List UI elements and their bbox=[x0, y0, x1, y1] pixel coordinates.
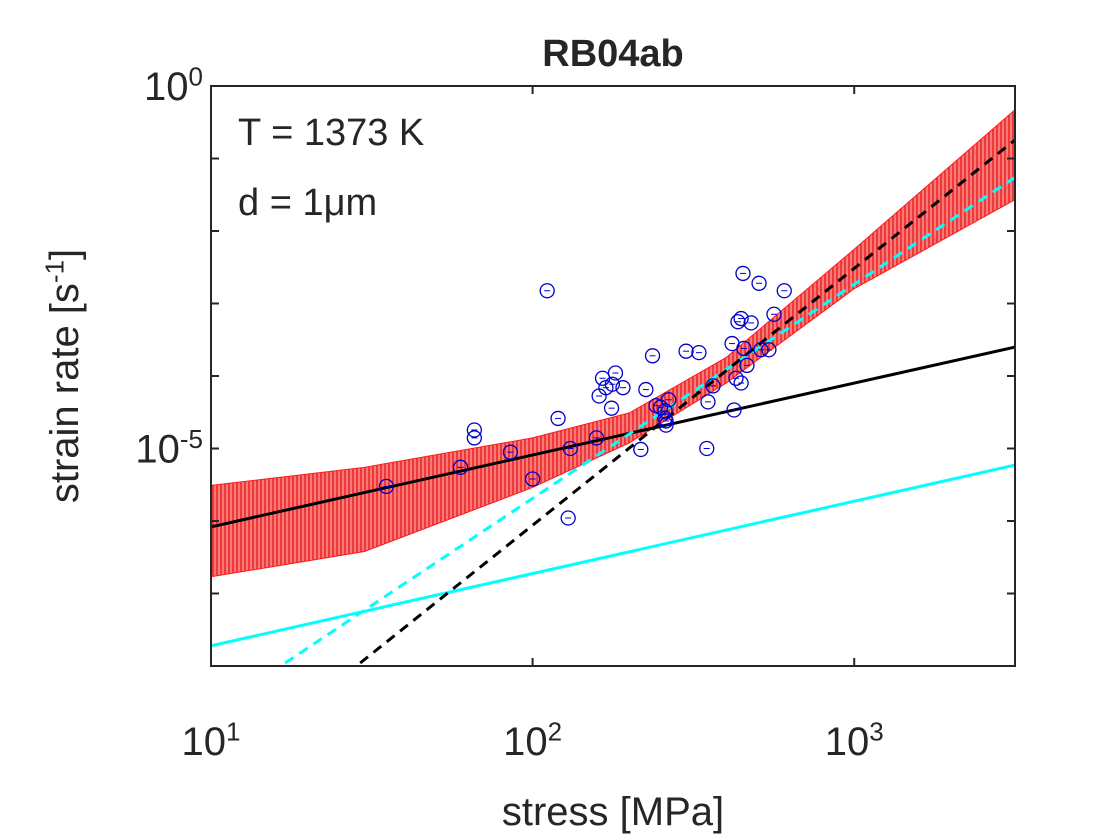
y-axis-label: strain rate [s-1] bbox=[40, 249, 87, 503]
data-point bbox=[700, 394, 716, 410]
data-point bbox=[539, 283, 555, 299]
data-point bbox=[588, 430, 605, 446]
data-point bbox=[733, 375, 749, 391]
model-band bbox=[211, 109, 1015, 578]
model-line bbox=[211, 345, 1015, 529]
data-point bbox=[691, 344, 707, 361]
data-point bbox=[657, 403, 673, 419]
data-point bbox=[378, 478, 395, 495]
data-point bbox=[733, 310, 749, 327]
x-tick-label: 102 bbox=[503, 717, 562, 764]
chart-title: RB04ab bbox=[542, 33, 684, 75]
data-point bbox=[728, 370, 744, 386]
data-point bbox=[452, 459, 469, 475]
model-line bbox=[211, 463, 1015, 648]
x-tick-label: 101 bbox=[182, 717, 241, 764]
data-point bbox=[562, 440, 578, 457]
data-point bbox=[739, 357, 755, 374]
data-point bbox=[730, 314, 746, 330]
data-point bbox=[550, 410, 566, 427]
data-point bbox=[638, 381, 654, 398]
data-point bbox=[661, 392, 677, 408]
y-tick-label: 100 bbox=[144, 62, 203, 109]
x-tick-label: 103 bbox=[825, 717, 884, 764]
data-point bbox=[633, 441, 649, 458]
data-point bbox=[705, 378, 721, 394]
y-tick-label: 10-5 bbox=[135, 424, 203, 471]
annotation: T = 1373 K bbox=[238, 112, 424, 154]
data-point bbox=[615, 380, 631, 396]
data-point bbox=[726, 402, 742, 418]
data-point bbox=[766, 306, 782, 322]
x-axis-label: stress [MPa] bbox=[502, 790, 724, 834]
data-point bbox=[751, 275, 767, 291]
data-point bbox=[678, 343, 694, 359]
data-point bbox=[699, 440, 715, 457]
data-point bbox=[607, 365, 624, 381]
data-point bbox=[658, 413, 674, 429]
model-line bbox=[359, 138, 1015, 665]
data-point bbox=[603, 400, 620, 416]
data-point bbox=[502, 444, 519, 460]
data-point bbox=[736, 340, 752, 357]
plot-area bbox=[211, 86, 1015, 666]
data-point bbox=[466, 430, 483, 446]
data-point bbox=[604, 376, 621, 392]
data-point bbox=[735, 265, 751, 282]
data-point bbox=[524, 471, 541, 487]
data-point bbox=[743, 315, 759, 331]
data-point bbox=[753, 342, 769, 358]
data-point bbox=[466, 422, 483, 438]
data-point bbox=[644, 348, 661, 364]
annotation: d = 1μm bbox=[238, 182, 377, 224]
plot-layer bbox=[211, 109, 1015, 665]
data-point bbox=[776, 283, 792, 299]
data-point bbox=[560, 510, 576, 526]
